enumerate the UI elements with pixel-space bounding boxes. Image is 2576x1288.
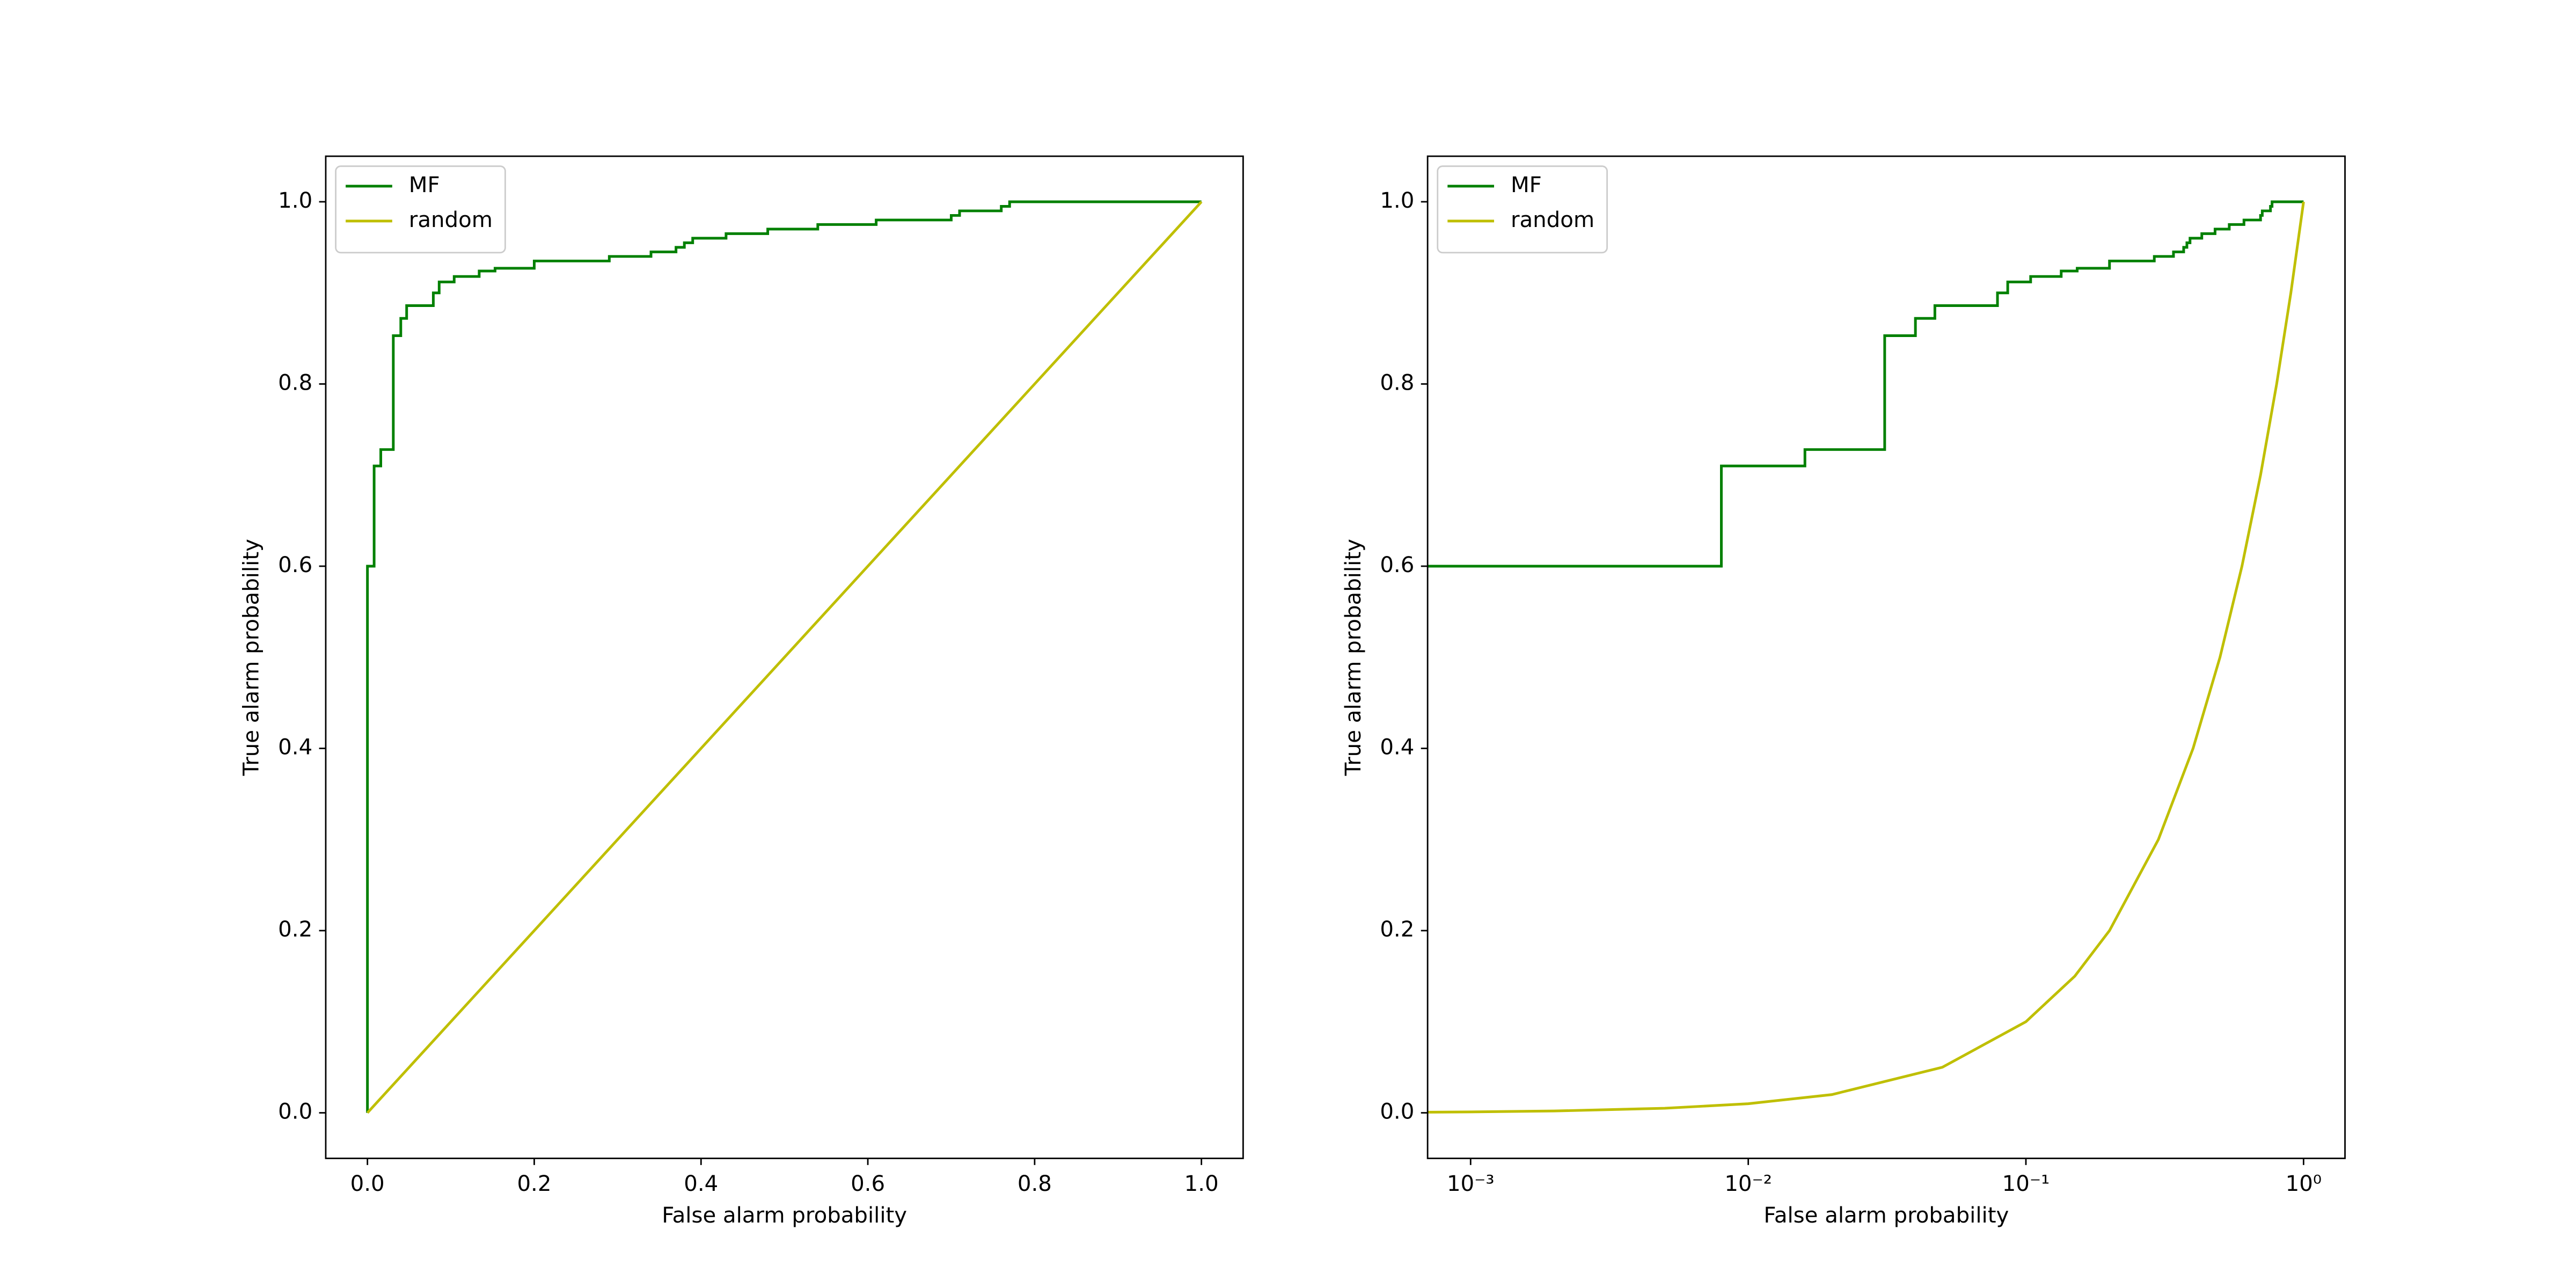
legend-label: random [1511,208,1594,232]
series-line [366,201,1203,1114]
legend-box [335,165,506,254]
x-tick-label: 10⁻¹ [2002,1172,2050,1196]
x-tick-label: 10⁰ [2286,1172,2322,1196]
x-tick-label: 1.0 [1184,1172,1219,1196]
y-tick-label: 0.2 [278,917,312,942]
series-line [366,200,1202,1113]
y-tick-label: 0.8 [1380,370,1414,395]
axes-frame [325,155,1244,1159]
x-axis-label: False alarm probability [1763,1203,2009,1228]
legend-box [1437,165,1608,254]
x-tick-label: 10⁻² [1724,1172,1772,1196]
y-tick-label: 0.6 [278,553,312,577]
x-axis-label: False alarm probability [662,1203,907,1228]
axes: 10⁻³ 10⁻² 10⁻¹ 10⁰ 0.0 0.2 0.4 0.6 0.8 1.0 False a… [1341,155,2346,1228]
y-axis-label: True alarm probability [239,539,264,776]
legend-label: MF [1511,173,1542,197]
legend-label: random [409,208,493,232]
y-tick-label: 0.2 [1380,917,1414,942]
y-axis-label: True alarm probability [1341,539,1366,776]
legend-label: MF [409,173,440,197]
x-tick-label: 0.2 [517,1172,551,1196]
y-tick-label: 0.4 [1380,735,1414,760]
x-tick-label: 0.6 [851,1172,885,1196]
x-tick-label: 0.8 [1018,1172,1052,1196]
y-tick-label: 0.0 [1380,1100,1414,1124]
y-tick-label: 0.6 [1380,553,1414,577]
y-tick-label: 1.0 [278,188,312,213]
x-tick-label: 0.4 [684,1172,718,1196]
y-tick-label: 1.0 [1380,188,1414,213]
y-tick-label: 0.4 [278,735,312,760]
axes: 0.0 0.2 0.4 0.6 0.8 1.0 0.0 0.2 0.4 0.6 0.8 1.0 Fals… [239,155,1244,1228]
x-tick-label: 0.0 [350,1172,385,1196]
series-line [1428,201,2305,1114]
x-tick-label: 10⁻³ [1447,1172,1495,1196]
series-line [1428,200,2304,568]
axes-frame [1426,155,2346,1159]
y-tick-label: 0.8 [278,370,312,395]
y-tick-label: 0.0 [278,1100,312,1124]
